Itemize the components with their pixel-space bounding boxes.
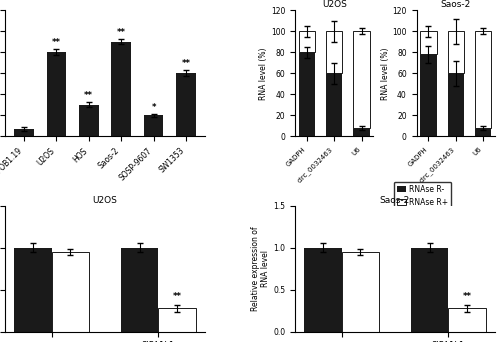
Bar — [448, 73, 464, 136]
Title: Saos-2: Saos-2 — [380, 196, 410, 205]
Bar — [52, 252, 89, 332]
Bar — [176, 73, 196, 136]
Bar — [14, 248, 52, 332]
Title: Saos-2: Saos-2 — [440, 0, 471, 10]
Text: **: ** — [462, 292, 471, 302]
Y-axis label: Relative expression of
RNA level: Relative expression of RNA level — [251, 226, 270, 311]
Bar — [420, 31, 436, 54]
Bar — [14, 129, 34, 136]
Bar — [448, 31, 464, 73]
Bar — [326, 73, 342, 136]
Bar — [158, 308, 196, 332]
Bar — [354, 31, 370, 128]
Text: **: ** — [116, 28, 126, 37]
Bar — [144, 115, 164, 136]
Text: *: * — [152, 103, 156, 111]
Bar — [420, 54, 436, 136]
Title: U2OS: U2OS — [322, 0, 346, 10]
Bar — [475, 31, 492, 128]
Bar — [298, 31, 315, 52]
Bar — [342, 252, 379, 332]
Text: **: ** — [172, 292, 182, 302]
Text: **: ** — [84, 91, 94, 100]
Text: **: ** — [52, 38, 61, 47]
Bar — [46, 52, 66, 136]
Legend: RNAse R-, RNAse R+: RNAse R-, RNAse R+ — [394, 182, 451, 210]
Bar — [475, 128, 492, 136]
Y-axis label: RNA level (%): RNA level (%) — [259, 47, 268, 100]
Bar — [112, 42, 131, 136]
Bar — [326, 31, 342, 73]
Bar — [411, 248, 449, 332]
Bar — [298, 52, 315, 136]
Text: **: ** — [182, 59, 190, 68]
Bar — [304, 248, 342, 332]
Bar — [448, 308, 486, 332]
Bar — [354, 128, 370, 136]
Bar — [79, 105, 98, 136]
Title: U2OS: U2OS — [92, 196, 118, 205]
Bar — [121, 248, 158, 332]
Y-axis label: RNA level (%): RNA level (%) — [380, 47, 390, 100]
